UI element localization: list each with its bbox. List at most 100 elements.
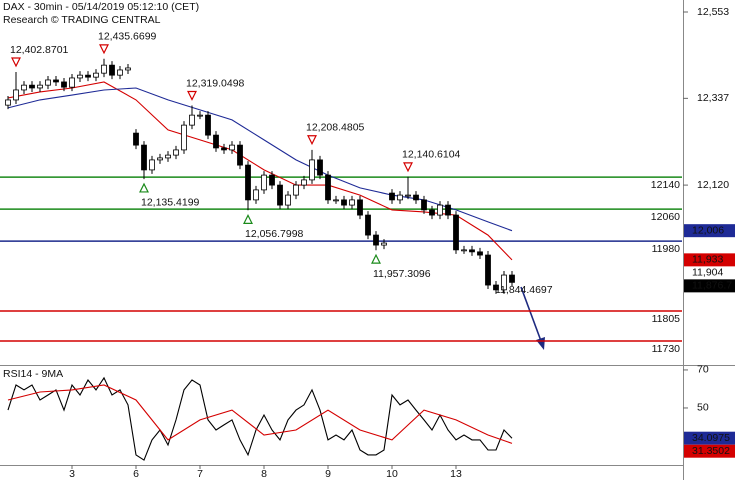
- y-tick-label: 50: [697, 402, 709, 414]
- swing-high-label: 12,319.0498: [186, 77, 245, 89]
- y-tick-label: 70: [697, 364, 709, 376]
- x-tick-label: 9: [325, 468, 331, 480]
- candle-body: [325, 174, 331, 201]
- candle-body: [173, 149, 179, 156]
- candle-body: [101, 64, 107, 74]
- candle-body: [413, 194, 419, 201]
- candle-body: [293, 184, 299, 196]
- swing-high-label: 12,208.4805: [306, 122, 365, 134]
- candle-body: [141, 144, 147, 171]
- candle-body: [237, 144, 243, 166]
- rsi-line: [7, 376, 513, 461]
- swing-low-marker: [371, 253, 381, 264]
- swing-low-label: 11,957.3096: [373, 268, 431, 280]
- price-marker-label: 11,933: [692, 254, 723, 266]
- price-marker-label: 12,006: [692, 224, 724, 236]
- candle-body: [85, 74, 91, 78]
- candle-body: [381, 242, 387, 246]
- candle-body: [229, 144, 235, 151]
- rsi-title: RSI14 - 9MA: [3, 368, 63, 380]
- candle-body: [485, 254, 491, 286]
- x-tick-label: 10: [386, 468, 398, 480]
- candle-body: [309, 159, 315, 181]
- swing-high-marker: [11, 57, 21, 68]
- candle-body: [429, 209, 435, 216]
- chart-title: DAX - 30min - 05/14/2019 05:12:10 (CET): [3, 1, 199, 13]
- candle-body: [109, 64, 115, 76]
- candle-body: [125, 67, 131, 71]
- x-tick-label: 8: [261, 468, 267, 480]
- rsi-ma-line: [7, 384, 513, 444]
- candle-body: [93, 72, 99, 78]
- price-marker-box: [684, 444, 735, 458]
- level-label: 12060: [651, 211, 680, 223]
- candle-body: [181, 124, 187, 151]
- price-marker-label: 11,904: [692, 267, 723, 279]
- candle-body: [445, 204, 451, 216]
- swing-high-marker: [307, 135, 317, 146]
- candle-body: [349, 199, 355, 206]
- candle-body: [333, 199, 339, 202]
- target-label: 11,844.4697: [495, 284, 553, 296]
- candle-body: [165, 154, 171, 159]
- x-tick-label: 6: [133, 468, 139, 480]
- candle-body: [69, 77, 75, 88]
- candle-body: [373, 234, 379, 246]
- candle-body: [189, 114, 195, 126]
- candle-body: [45, 79, 51, 86]
- candle-body: [405, 194, 411, 197]
- y-tick-label: 12,120: [697, 179, 729, 191]
- swing-low-label: 12,135.4199: [141, 197, 200, 209]
- price-marker-label: 11,876.7: [692, 280, 732, 292]
- swing-high-label: 12,140.6104: [402, 149, 461, 161]
- candle-body: [461, 249, 467, 252]
- price-marker-box: [684, 279, 735, 293]
- candle-body: [269, 174, 275, 186]
- candle-body: [509, 274, 515, 283]
- candle-body: [157, 157, 163, 161]
- price-marker-label: 31.3502: [692, 445, 730, 457]
- level-label: 11980: [652, 243, 681, 255]
- candle-body: [5, 99, 11, 106]
- swing-low-marker: [139, 182, 149, 193]
- y-tick-label: 12,553: [697, 6, 729, 18]
- candle-body: [197, 114, 203, 117]
- price-marker-box: [684, 253, 735, 267]
- candle-body: [477, 251, 483, 256]
- candle-body: [133, 132, 139, 146]
- candle-body: [117, 69, 123, 76]
- candle-body: [61, 81, 67, 88]
- price-marker-box: [684, 431, 735, 445]
- swing-high-label: 12,435.6699: [98, 31, 157, 43]
- swing-high-label: 12,402.8701: [10, 44, 69, 56]
- candle-body: [245, 164, 251, 201]
- swing-high-marker: [99, 44, 109, 55]
- y-tick-label: 12,337: [697, 92, 729, 104]
- candle-body: [421, 199, 427, 211]
- candle-body: [221, 147, 227, 151]
- candle-body: [469, 249, 475, 253]
- x-tick-label: 3: [69, 468, 75, 480]
- arrow-line: [520, 286, 542, 342]
- projection-arrow: [520, 286, 545, 350]
- candle-body: [301, 179, 307, 186]
- candle-body: [285, 194, 291, 206]
- candle-body: [261, 174, 267, 191]
- candle-body: [317, 159, 323, 176]
- price-marker-label: 34.0975: [692, 432, 730, 444]
- candle-body: [397, 194, 403, 201]
- level-label: 12140: [651, 179, 680, 191]
- candle-body: [493, 284, 499, 291]
- chart-subtitle: Research © TRADING CENTRAL: [3, 14, 161, 26]
- swing-low-label: 12,056.7998: [245, 228, 304, 240]
- candle-body: [341, 199, 347, 206]
- candle-body: [357, 199, 363, 216]
- candle-body: [205, 114, 211, 136]
- swing-high-marker: [403, 162, 413, 173]
- x-tick-label: 7: [197, 468, 203, 480]
- candle-body: [253, 189, 259, 201]
- candle-body: [389, 192, 395, 201]
- candle-body: [365, 214, 371, 236]
